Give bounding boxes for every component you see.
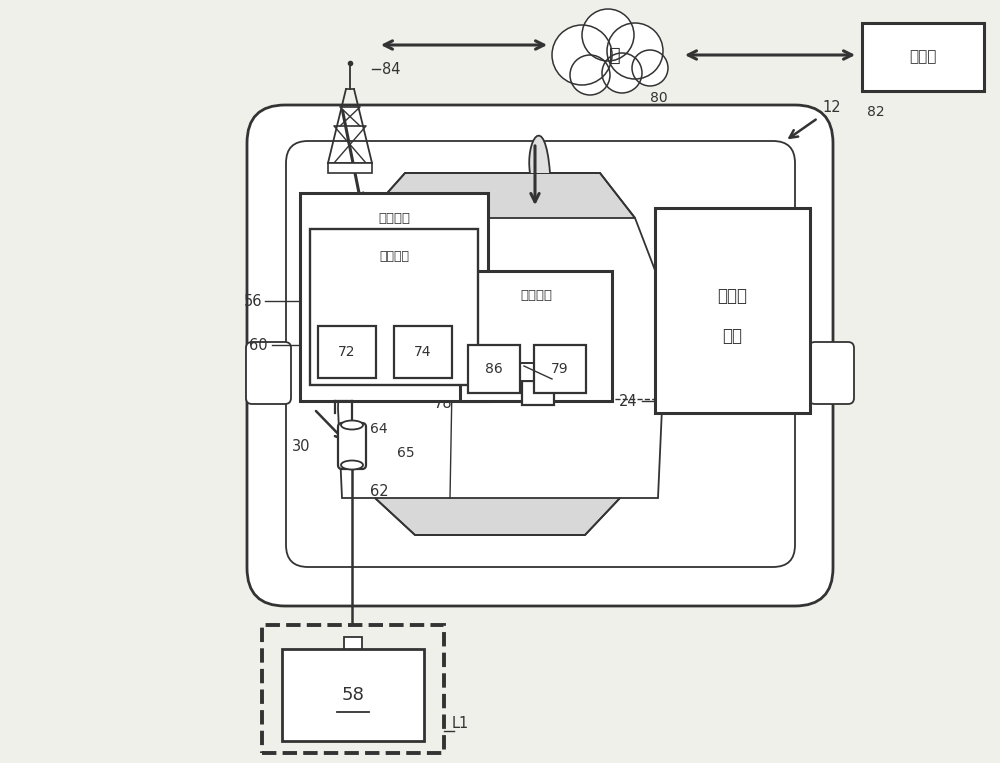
FancyBboxPatch shape [468, 345, 520, 393]
FancyBboxPatch shape [338, 423, 366, 469]
Text: 76: 76 [433, 279, 452, 295]
Circle shape [602, 53, 642, 93]
Text: L1: L1 [452, 716, 469, 731]
FancyBboxPatch shape [534, 345, 586, 393]
PathPatch shape [375, 498, 620, 535]
FancyBboxPatch shape [310, 229, 478, 385]
Text: 78: 78 [433, 395, 452, 410]
Ellipse shape [341, 461, 363, 469]
Text: 控制模块: 控制模块 [379, 250, 409, 262]
FancyBboxPatch shape [344, 637, 362, 649]
Text: 68: 68 [560, 364, 578, 378]
FancyBboxPatch shape [460, 271, 612, 401]
Text: 79: 79 [551, 362, 569, 376]
Ellipse shape [341, 420, 363, 430]
Circle shape [632, 50, 668, 86]
Circle shape [552, 25, 612, 85]
Text: 84: 84 [382, 62, 401, 76]
Circle shape [582, 9, 634, 61]
Text: 58: 58 [342, 686, 364, 704]
FancyBboxPatch shape [247, 105, 833, 606]
Text: 82: 82 [867, 105, 885, 119]
Text: 导航系统: 导航系统 [520, 288, 552, 301]
FancyBboxPatch shape [282, 649, 424, 741]
FancyBboxPatch shape [300, 193, 488, 401]
FancyBboxPatch shape [246, 342, 291, 404]
Text: 24: 24 [619, 394, 638, 408]
Text: 86: 86 [485, 362, 503, 376]
FancyBboxPatch shape [655, 208, 810, 413]
FancyBboxPatch shape [522, 381, 554, 405]
FancyBboxPatch shape [328, 163, 372, 173]
Text: 云: 云 [609, 46, 621, 65]
Text: 30: 30 [292, 439, 311, 453]
Text: 服务器: 服务器 [909, 50, 937, 65]
Text: 65: 65 [397, 446, 415, 460]
Text: 60: 60 [249, 337, 268, 353]
Text: 56: 56 [244, 294, 262, 308]
Text: 64: 64 [370, 422, 388, 436]
Text: 74: 74 [414, 345, 432, 359]
FancyBboxPatch shape [862, 23, 984, 91]
Text: 控制系统: 控制系统 [378, 211, 410, 224]
Text: 高压电: 高压电 [718, 286, 748, 304]
Text: 80: 80 [650, 91, 668, 105]
Text: 池组: 池组 [722, 327, 742, 345]
FancyBboxPatch shape [520, 363, 556, 381]
PathPatch shape [529, 136, 550, 173]
FancyBboxPatch shape [809, 342, 854, 404]
Text: 12: 12 [822, 100, 841, 115]
Circle shape [607, 23, 663, 79]
Circle shape [570, 55, 610, 95]
FancyBboxPatch shape [318, 326, 376, 378]
FancyBboxPatch shape [394, 326, 452, 378]
Text: 62: 62 [370, 484, 389, 499]
Text: 72: 72 [338, 345, 356, 359]
PathPatch shape [365, 173, 635, 218]
FancyBboxPatch shape [262, 625, 444, 753]
